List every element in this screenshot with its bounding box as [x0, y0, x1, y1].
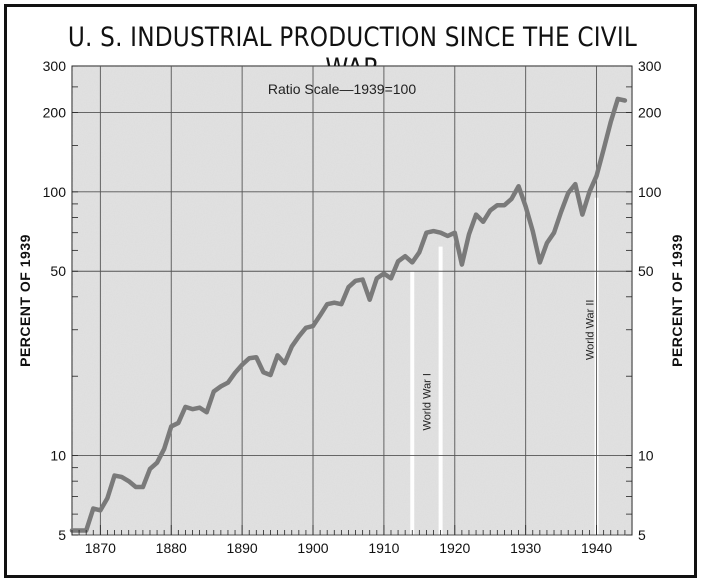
war-label: World War II: [584, 299, 596, 360]
war-label: World War I: [421, 373, 433, 430]
y-tick-label-right: 300: [638, 58, 662, 74]
y-tick-label-left: 200: [43, 104, 67, 120]
plot-texture: [72, 66, 632, 535]
war-band-edge: [438, 246, 443, 535]
war-band-edge: [410, 271, 415, 535]
y-tick-label-right: 5: [638, 527, 646, 543]
y-axis-label-right: PERCENT OF 1939: [669, 234, 685, 367]
x-tick-label: 1870: [85, 540, 116, 556]
x-tick-label: 1930: [510, 540, 541, 556]
y-tick-label-left: 100: [43, 184, 67, 200]
y-tick-label-right: 10: [638, 448, 654, 464]
y-tick-label-left: 300: [43, 58, 67, 74]
x-tick-label: 1920: [439, 540, 470, 556]
x-tick-label: 1940: [581, 540, 612, 556]
x-tick-label: 1880: [156, 540, 187, 556]
scale-note: Ratio Scale—1939=100: [268, 81, 416, 97]
y-tick-label-right: 100: [638, 184, 662, 200]
production-line: [69, 96, 628, 533]
y-tick-label-left: 5: [58, 527, 66, 543]
x-tick-label: 1900: [297, 540, 328, 556]
y-tick-label-right: 200: [638, 104, 662, 120]
y-tick-label-left: 10: [50, 448, 66, 464]
y-tick-label-left: 50: [50, 263, 66, 279]
y-tick-label-right: 50: [638, 263, 654, 279]
y-axis-label-left: PERCENT OF 1939: [17, 234, 33, 367]
x-tick-label: 1890: [227, 540, 258, 556]
x-tick-label: 1910: [368, 540, 399, 556]
